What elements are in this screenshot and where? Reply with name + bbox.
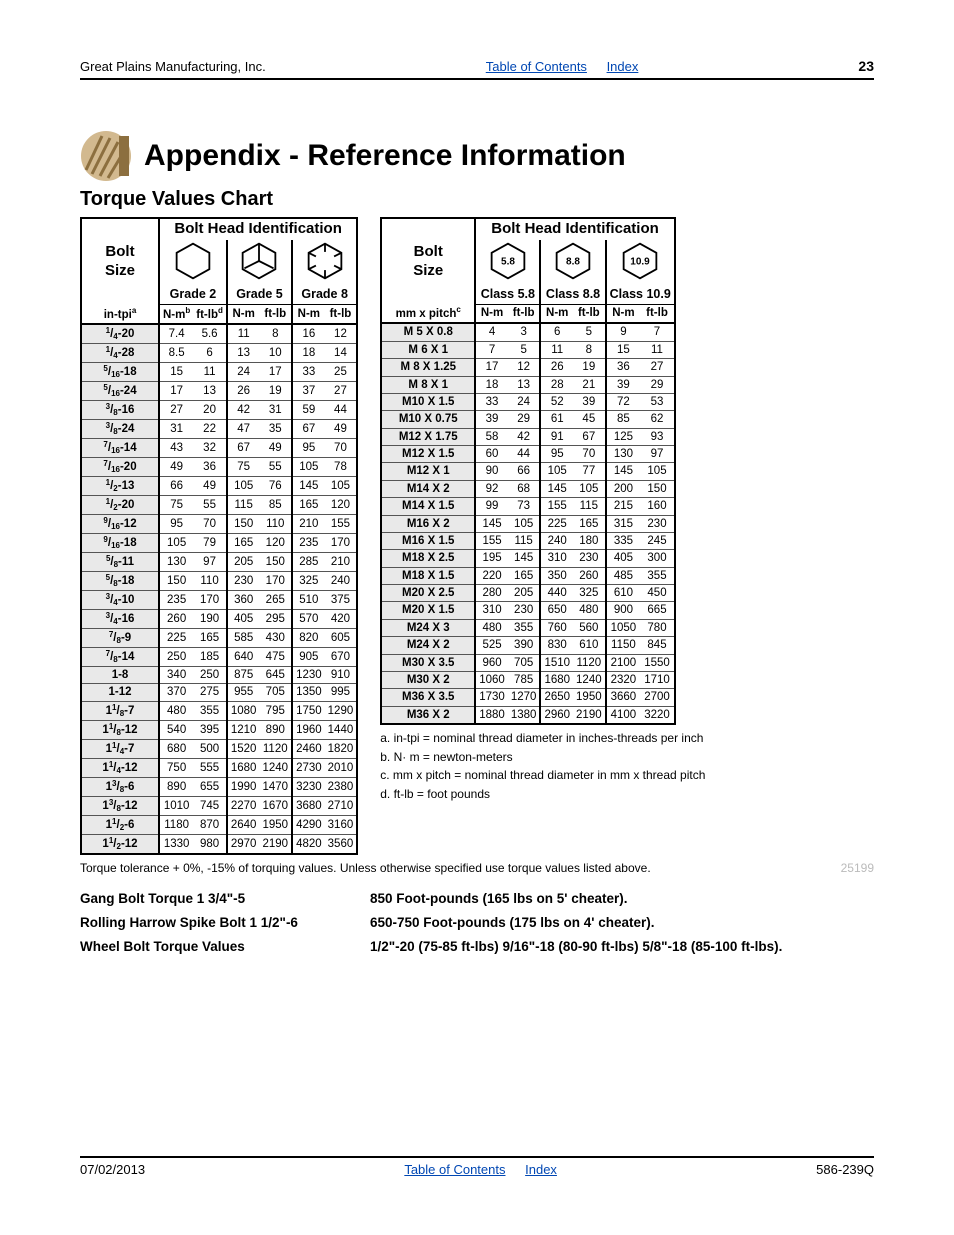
svg-text:5.8: 5.8 xyxy=(501,256,515,267)
footnote-a: a. in-tpi = nominal thread diameter in i… xyxy=(380,729,874,748)
table-row: 9/16-1810579165120235170 xyxy=(81,533,357,552)
table-row: M24 X 34803557605601050780 xyxy=(381,619,675,636)
tolerance-row: Torque tolerance + 0%, -15% of torquing … xyxy=(80,861,874,875)
table-row: 5/16-24171326193727 xyxy=(81,381,357,400)
table-row: M 5 X 0.8436597 xyxy=(381,323,675,341)
table-row: 3/4-10235170360265510375 xyxy=(81,590,357,609)
tolerance-note: Torque tolerance + 0%, -15% of torquing … xyxy=(80,861,651,875)
table-row: 5/8-18150110230170325240 xyxy=(81,571,357,590)
footer-index-link[interactable]: Index xyxy=(525,1162,557,1177)
imperial-torque-table: BoltSizeBolt Head IdentificationGrade 2G… xyxy=(80,217,358,855)
table-row: M10 X 1.5332452397253 xyxy=(381,393,675,410)
svg-text:8.8: 8.8 xyxy=(566,256,580,267)
table-row: M 6 X 1751181511 xyxy=(381,341,675,358)
spec-row: Wheel Bolt Torque Values1/2"-20 (75-85 f… xyxy=(80,935,874,959)
table-row: 7/16-204936755510578 xyxy=(81,457,357,476)
metric-torque-table: BoltSizeBolt Head Identification5.88.810… xyxy=(380,217,676,725)
table-row: 3/4-16260190405295570420 xyxy=(81,609,357,628)
table-row: M16 X 1.5155115240180335245 xyxy=(381,532,675,549)
header-nav: Table of Contents Index xyxy=(266,59,859,74)
index-link[interactable]: Index xyxy=(607,59,639,74)
footnote-d: d. ft-lb = foot pounds xyxy=(380,785,874,804)
table-row: M20 X 1.5310230650480900665 xyxy=(381,602,675,619)
table-row: 11/8-7480355108079517501290 xyxy=(81,701,357,720)
page-body: Appendix - Reference Information Torque … xyxy=(80,130,874,960)
table-row: 5/8-1113097205150285210 xyxy=(81,552,357,571)
table-row: M30 X 210607851680124023201710 xyxy=(381,671,675,688)
table-row: M20 X 2.5280205440325610450 xyxy=(381,585,675,602)
page-title: Appendix - Reference Information xyxy=(144,139,626,173)
table-row: M10 X 0.75392961458562 xyxy=(381,411,675,428)
table-row: M12 X 1906610577145105 xyxy=(381,463,675,480)
table-row: 11/2-1213309802970219048203560 xyxy=(81,834,357,854)
table-row: 11/2-611808702640195042903160 xyxy=(81,815,357,834)
table-row: 9/16-129570150110210155 xyxy=(81,514,357,533)
svg-text:10.9: 10.9 xyxy=(630,256,650,267)
page-header: Great Plains Manufacturing, Inc. Table o… xyxy=(80,58,874,80)
table-row: M36 X 3.5173012702650195036602700 xyxy=(381,689,675,706)
torque-specs: Gang Bolt Torque 1 3/4"-5 850 Foot-pound… xyxy=(80,887,874,960)
footer-date: 07/02/2013 xyxy=(80,1162,145,1177)
company-name: Great Plains Manufacturing, Inc. xyxy=(80,59,266,74)
table-row: 7/8-9225165585430820605 xyxy=(81,628,357,647)
spec-row: Gang Bolt Torque 1 3/4"-5 850 Foot-pound… xyxy=(80,887,874,911)
table-row: M12 X 1.755842916712593 xyxy=(381,428,675,445)
table-row: M16 X 2145105225165315230 xyxy=(381,515,675,532)
torque-tables: BoltSizeBolt Head IdentificationGrade 2G… xyxy=(80,217,874,855)
table-row: 1/2-13664910576145105 xyxy=(81,476,357,495)
table-row: 7/8-14250185640475905670 xyxy=(81,647,357,666)
table-row: M30 X 3.59607051510112021001550 xyxy=(381,654,675,671)
page-footer: 07/02/2013 Table of Contents Index 586-2… xyxy=(80,1156,874,1177)
table-row: 3/8-24312247356749 xyxy=(81,419,357,438)
table-row: 1/2-20755511585165120 xyxy=(81,495,357,514)
table-row: 11/4-127505551680124027302010 xyxy=(81,758,357,777)
table-row: M 8 X 1.25171226193627 xyxy=(381,359,675,376)
table-row: 1/4-207.45.61181612 xyxy=(81,324,357,344)
footer-docnum: 586-239Q xyxy=(816,1162,874,1177)
table-row: M18 X 1.5220165350260485355 xyxy=(381,567,675,584)
ref-code: 25199 xyxy=(841,861,874,875)
table-row: 1-123702759557051350995 xyxy=(81,684,357,701)
spec-row: Rolling Harrow Spike Bolt 1 1/2"-6650-75… xyxy=(80,911,874,935)
page-number: 23 xyxy=(858,58,874,74)
table-row: 11/8-12540395121089019601440 xyxy=(81,720,357,739)
table-row: M36 X 2188013802960219041003220 xyxy=(381,706,675,724)
footer-toc-link[interactable]: Table of Contents xyxy=(404,1162,505,1177)
table-row: M18 X 2.5195145310230405300 xyxy=(381,550,675,567)
table-row: 1/4-288.5613101814 xyxy=(81,343,357,362)
table-row: M24 X 25253908306101150845 xyxy=(381,637,675,654)
table-row: M14 X 1.59973155115215160 xyxy=(381,498,675,515)
footnote-b: b. N· m = newton-meters xyxy=(380,748,874,767)
table-row: 13/8-1210107452270167036802710 xyxy=(81,796,357,815)
table-row: M 8 X 1181328213929 xyxy=(381,376,675,393)
table-row: 7/16-14433267499570 xyxy=(81,438,357,457)
chart-title: Torque Values Chart xyxy=(80,188,874,211)
table-row: 11/4-76805001520112024601820 xyxy=(81,739,357,758)
logo-icon xyxy=(80,130,132,182)
table-row: 1-83402508756451230910 xyxy=(81,666,357,683)
footer-nav: Table of Contents Index xyxy=(145,1162,816,1177)
table-row: M14 X 29268145105200150 xyxy=(381,480,675,497)
title-row: Appendix - Reference Information xyxy=(80,130,874,182)
table-row: 5/16-18151124173325 xyxy=(81,362,357,381)
footnote-c: c. mm x pitch = nominal thread diameter … xyxy=(380,766,874,785)
table-row: 13/8-68906551990147032302380 xyxy=(81,777,357,796)
table-row: 3/8-16272042315944 xyxy=(81,400,357,419)
footnotes: a. in-tpi = nominal thread diameter in i… xyxy=(380,729,874,803)
toc-link[interactable]: Table of Contents xyxy=(486,59,587,74)
table-row: M12 X 1.56044957013097 xyxy=(381,446,675,463)
